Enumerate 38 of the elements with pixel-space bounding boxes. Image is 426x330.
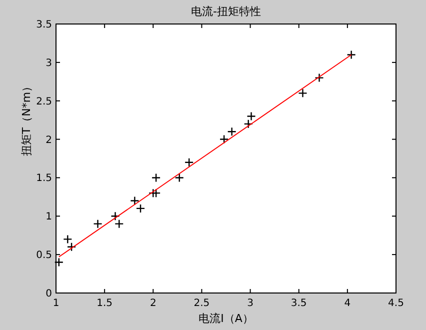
point — [114, 219, 124, 228]
x-tick-label: 3 — [247, 298, 254, 309]
point — [314, 73, 324, 82]
point — [227, 127, 236, 136]
point — [93, 219, 102, 228]
y-tick-label: 0.5 — [36, 250, 52, 262]
x-tick-label: 2 — [150, 298, 156, 309]
point — [174, 173, 184, 182]
y-tick-label: 3.5 — [36, 20, 52, 30]
point — [244, 119, 253, 129]
x-tick-label: 3.5 — [290, 298, 307, 309]
point — [130, 196, 140, 206]
x-tick-label: 1 — [52, 298, 60, 309]
chart-title: 电流-扭矩特性 — [191, 5, 261, 18]
x-tick-label: 2.5 — [194, 298, 210, 309]
point — [151, 188, 161, 198]
point — [246, 112, 256, 121]
y-tick-label: 2 — [46, 134, 52, 146]
point — [54, 258, 64, 267]
x-tick-label: 4.5 — [388, 298, 404, 309]
y-tick-label: 1 — [46, 212, 52, 223]
point — [110, 212, 120, 221]
y-tick-label: 3 — [46, 58, 52, 69]
y-tick-label: 0 — [46, 288, 52, 300]
point — [184, 158, 194, 167]
point — [136, 204, 146, 214]
y-axis-title: 扭矩T（N*m） — [20, 80, 33, 156]
x-tick-label: 1.5 — [96, 298, 113, 309]
point — [298, 88, 308, 98]
point — [66, 242, 76, 252]
x-axis-title: 电流I（A） — [198, 312, 254, 325]
point — [63, 234, 72, 244]
y-tick-label: 1.5 — [36, 173, 52, 184]
point — [346, 50, 356, 60]
y-tick-label: 2.5 — [36, 96, 52, 108]
x-tick-label: 4 — [344, 298, 351, 309]
point — [219, 134, 229, 144]
point — [151, 173, 161, 182]
